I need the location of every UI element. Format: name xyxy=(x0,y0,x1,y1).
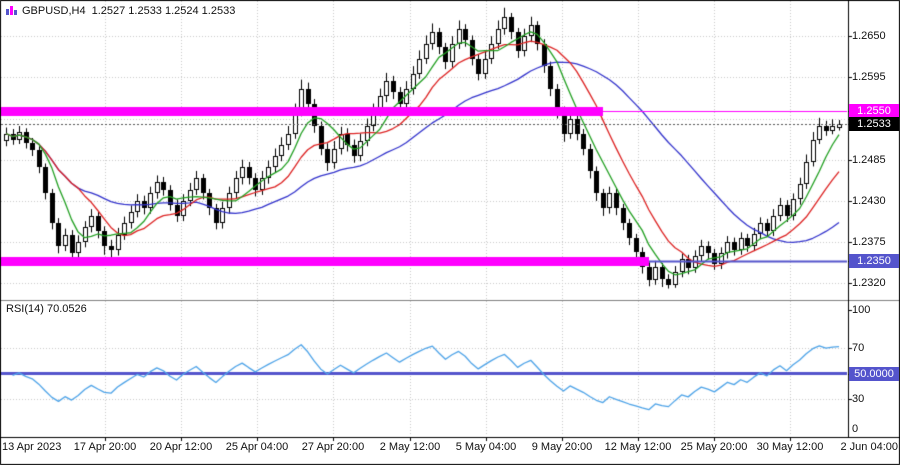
time-axis-label: 27 Apr 20:00 xyxy=(301,441,365,453)
price-axis-label: 1.2430 xyxy=(852,194,886,207)
price-axis-label: 1.2320 xyxy=(852,277,886,290)
time-axis-label: 20 Apr 12:00 xyxy=(149,441,213,453)
rsi-midline-badge: 50.0000 xyxy=(849,366,899,381)
rsi-value: 70.0526 xyxy=(46,303,87,315)
chart-icon xyxy=(6,5,17,17)
time-axis-label: 17 Apr 20:00 xyxy=(73,441,137,453)
rsi-axis-label: 70 xyxy=(852,342,865,355)
support-price-badge: 1.2350 xyxy=(849,253,899,268)
price-axis-label: 1.2485 xyxy=(852,153,886,166)
rsi-axis-label: 100 xyxy=(852,304,871,316)
price-axis-label: 1.2375 xyxy=(852,236,886,249)
ohlc-values: 1.2527 1.2533 1.2524 1.2533 xyxy=(91,5,236,17)
resistance-price-badge: 1.2550 xyxy=(849,104,899,119)
price-axis-label: 1.2595 xyxy=(852,71,886,84)
current-price-badge: 1.2533 xyxy=(849,116,899,131)
time-axis-label: 13 Apr 2023 xyxy=(2,441,62,453)
symbol-name: GBPUSD,H4 xyxy=(22,5,86,17)
rsi-indicator-label: RSI(14) 70.0526 xyxy=(6,303,87,315)
time-axis-label: 12 May 12:00 xyxy=(604,441,672,453)
price-axis[interactable]: 1.2650 1.2595 1.2485 1.2430 1.2375 1.2320 100 7… xyxy=(849,0,900,437)
rsi-axis-label: 30 xyxy=(852,392,865,405)
time-axis-label: 5 May 04:00 xyxy=(455,441,517,453)
time-axis[interactable]: 13 Apr 2023 17 Apr 20:00 20 Apr 12:00 25 Ap… xyxy=(0,438,900,465)
rsi-axis-label: 0 xyxy=(852,423,859,435)
price-axis-label: 1.2650 xyxy=(852,30,886,43)
symbol-ohlc-label: GBPUSD,H4 1.2527 1.2533 1.2524 1.2533 xyxy=(6,5,235,17)
time-axis-label: 30 May 12:00 xyxy=(756,441,824,453)
time-axis-label: 2 May 12:00 xyxy=(379,441,441,453)
time-axis-label: 25 Apr 04:00 xyxy=(225,441,289,453)
rsi-name: RSI(14) xyxy=(6,303,44,315)
time-axis-label: 9 May 20:00 xyxy=(531,441,593,453)
time-axis-label: 2 Jun 04:00 xyxy=(840,441,899,453)
time-axis-label: 25 May 20:00 xyxy=(680,441,748,453)
